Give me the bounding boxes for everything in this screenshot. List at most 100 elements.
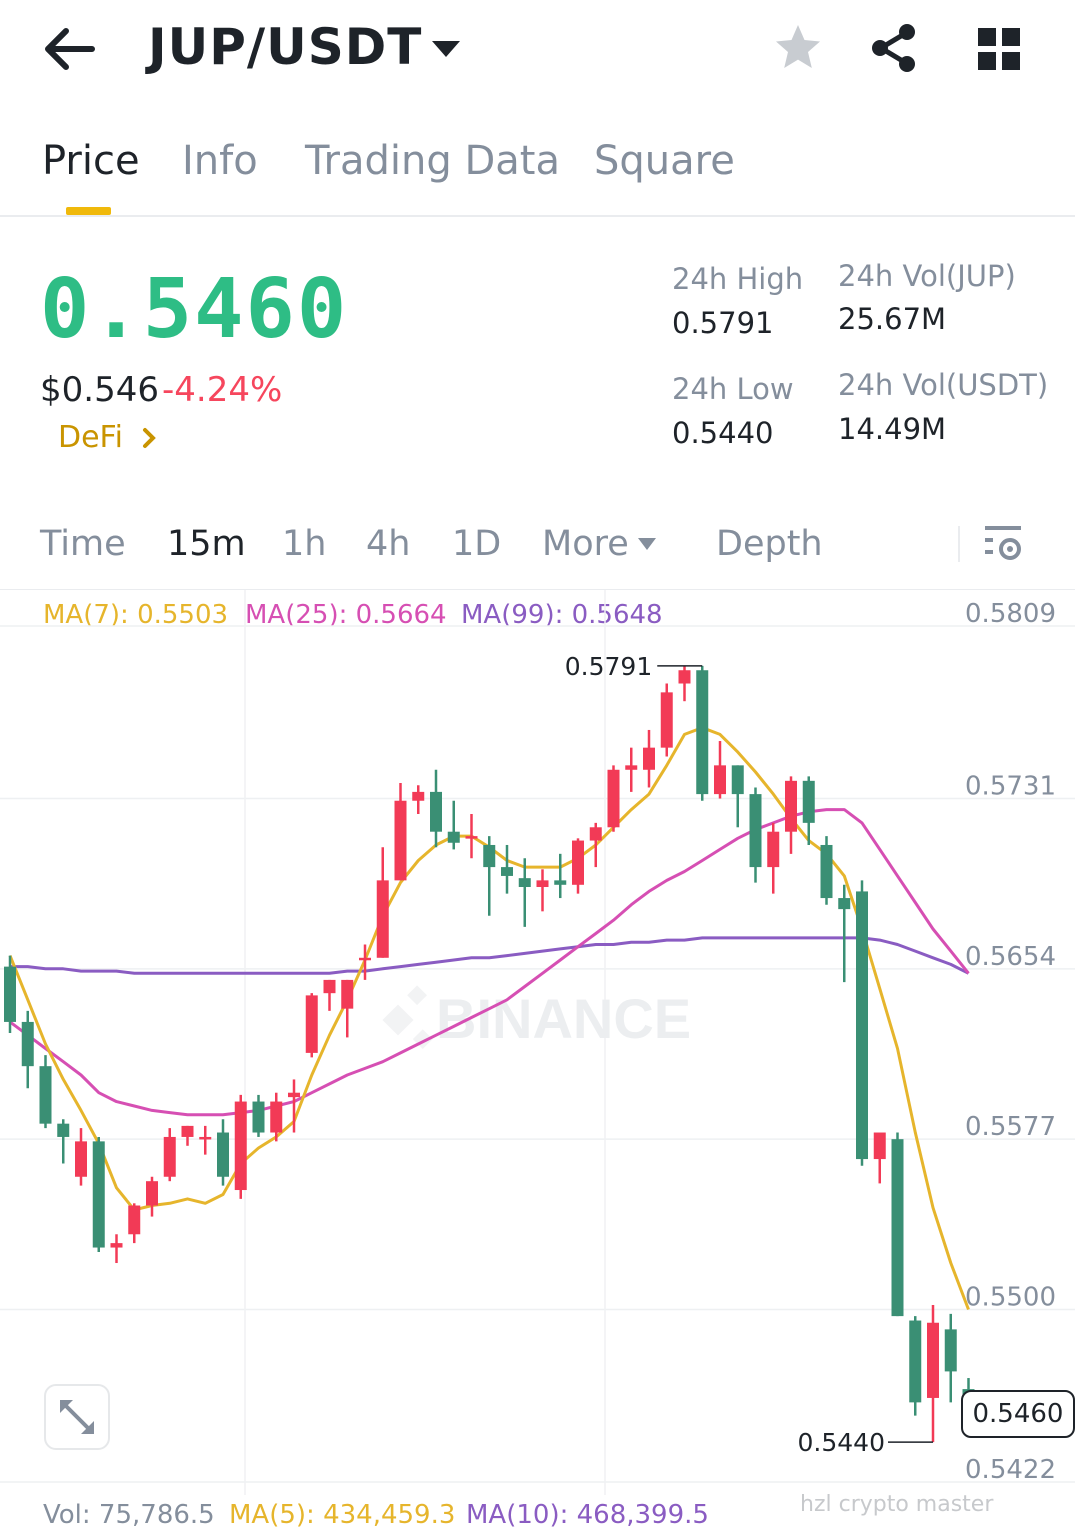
candle[interactable] [891, 1132, 904, 1317]
candle[interactable] [731, 765, 744, 828]
star-icon[interactable] [772, 22, 824, 74]
candle[interactable] [163, 1128, 176, 1182]
candlestick-chart[interactable]: BINANCE 0.5791 0.5440 0.5809 0.5731 0.5654 0… [0, 590, 1075, 1495]
candle[interactable] [199, 1125, 212, 1155]
candle[interactable] [75, 1128, 87, 1186]
candle[interactable] [483, 836, 496, 916]
candle[interactable] [110, 1234, 123, 1264]
vol-ma5-legend: MA(5): 434,459.3 [229, 1500, 456, 1530]
price-change-percent: -4.24% [162, 370, 283, 410]
candle[interactable] [802, 776, 815, 845]
share-icon[interactable] [868, 22, 920, 74]
candle[interactable] [181, 1125, 194, 1146]
low-24h-label: 24h Low [672, 372, 794, 406]
candle[interactable] [873, 1132, 886, 1184]
candle[interactable] [785, 776, 797, 854]
y-axis-tick-label: 0.5809 [965, 599, 1056, 629]
ma25-legend: MA(25): 0.5664 [245, 600, 447, 630]
ma99-legend: MA(99): 0.5648 [461, 600, 663, 630]
vol-base-value: 25.67M [838, 302, 947, 336]
candle[interactable] [323, 979, 336, 1011]
candle[interactable] [554, 853, 567, 899]
candle[interactable] [944, 1313, 957, 1403]
candle[interactable] [607, 765, 620, 832]
y-axis-tick-label: 0.5422 [965, 1455, 1056, 1485]
y-axis-tick-label: 0.5577 [965, 1112, 1056, 1142]
candle[interactable] [412, 785, 425, 815]
candle[interactable] [430, 769, 442, 848]
candle[interactable] [447, 800, 460, 850]
candle[interactable] [909, 1316, 922, 1416]
candle[interactable] [838, 884, 851, 983]
category-tag-link[interactable]: DeFi [58, 420, 123, 455]
candle[interactable] [501, 844, 513, 894]
candle[interactable] [643, 729, 655, 788]
tab-info[interactable]: Info [182, 138, 258, 184]
interval-4h[interactable]: 4h [366, 524, 411, 564]
high-24h-value: 0.5791 [672, 306, 774, 340]
candle[interactable] [536, 869, 549, 912]
candle[interactable] [465, 814, 478, 859]
candle[interactable] [217, 1119, 229, 1186]
candle[interactable] [927, 1305, 939, 1443]
tab-square[interactable]: Square [594, 138, 735, 184]
more-caret-down-icon[interactable] [636, 536, 658, 552]
active-tab-indicator [66, 207, 111, 215]
interval-more[interactable]: More [542, 524, 629, 564]
candle[interactable] [270, 1092, 283, 1142]
candle[interactable] [660, 683, 673, 757]
grid-icon[interactable] [974, 24, 1024, 74]
expand-icon [60, 1400, 94, 1434]
candle[interactable] [57, 1119, 70, 1164]
candle[interactable] [252, 1094, 265, 1137]
candle[interactable] [128, 1203, 141, 1244]
low-24h-value: 0.5440 [672, 416, 774, 450]
candle[interactable] [572, 838, 584, 894]
candle[interactable] [92, 1136, 105, 1252]
candle[interactable] [749, 787, 762, 883]
vol-ma10-legend: MA(10): 468,399.5 [466, 1500, 709, 1530]
candle[interactable] [305, 993, 318, 1058]
candle[interactable] [856, 880, 868, 1166]
y-axis-tick-label: 0.5731 [965, 772, 1056, 802]
vol-quote-value: 14.49M [838, 412, 947, 446]
candle[interactable] [589, 822, 602, 868]
candle[interactable] [146, 1176, 158, 1217]
candle[interactable] [820, 836, 833, 905]
tab-trading-data[interactable]: Trading Data [305, 138, 560, 184]
fullscreen-button[interactable] [44, 1384, 110, 1450]
ma99-line [10, 936, 970, 975]
tabs-divider [0, 215, 1075, 217]
candle[interactable] [359, 944, 371, 980]
interval-1d[interactable]: 1D [452, 524, 502, 564]
high-24h-label: 24h High [672, 262, 804, 296]
candle[interactable] [678, 665, 691, 702]
interval-15m[interactable]: 15m [167, 524, 246, 564]
pair-title[interactable]: JUP/USDT [148, 18, 423, 76]
chevron-right-icon[interactable] [140, 424, 160, 452]
candle[interactable] [714, 741, 726, 799]
interval-depth[interactable]: Depth [716, 524, 823, 564]
back-arrow-icon[interactable] [40, 22, 100, 76]
candle[interactable] [39, 1055, 52, 1129]
ma7-legend: MA(7): 0.5503 [43, 600, 229, 630]
credit-watermark: hzl crypto master [800, 1492, 994, 1517]
candle[interactable] [376, 847, 389, 958]
candle[interactable] [341, 979, 354, 1038]
interval-1h[interactable]: 1h [282, 524, 327, 564]
candle[interactable] [4, 955, 16, 1033]
chart-settings-icon[interactable] [982, 522, 1024, 564]
candle[interactable] [518, 858, 531, 927]
candle[interactable] [21, 1010, 34, 1089]
candle[interactable] [767, 822, 780, 894]
tab-price[interactable]: Price [42, 138, 140, 184]
candle[interactable] [234, 1094, 247, 1199]
y-axis-tick-label: 0.5500 [965, 1282, 1056, 1312]
candle[interactable] [288, 1079, 300, 1133]
exchange-watermark: BINANCE [436, 987, 691, 1050]
interval-time[interactable]: Time [40, 524, 126, 564]
candle[interactable] [625, 747, 638, 792]
caret-down-icon[interactable] [430, 38, 462, 60]
candle[interactable] [696, 665, 709, 801]
candle[interactable] [394, 783, 407, 881]
